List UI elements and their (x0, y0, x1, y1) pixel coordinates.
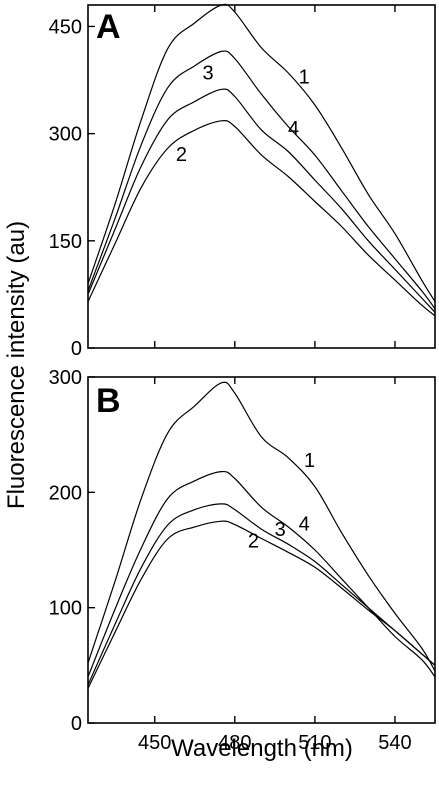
panel-a: A 0 150 300 450 1 3 4 2 (49, 3, 436, 360)
panel-b: B 0 100 200 300 450 480 510 540 1 432 (49, 367, 436, 754)
panel-a-label: A (96, 8, 121, 46)
panel-b-xtick-label: 510 (298, 732, 331, 754)
panel-b-curves (87, 381, 436, 689)
panel-b-label: B (96, 382, 121, 420)
panel-b-frame (87, 376, 436, 724)
panel-b-curve-label-4: 4 (299, 513, 310, 535)
panel-a-frame (87, 4, 436, 349)
panel-b-curve-label-3: 3 (275, 519, 286, 541)
panel-b-ytick-label: 100 (49, 598, 82, 620)
panel-a-curve-label-2: 2 (176, 144, 187, 166)
panel-b-xtick-label: 540 (378, 732, 411, 754)
panel-b-ytick-label: 0 (71, 713, 82, 735)
panel-b-xtick-label: 450 (138, 732, 171, 754)
panel-b-series-4-line (87, 470, 436, 678)
panel-a-ticks: 0 150 300 450 (49, 5, 396, 360)
panel-b-series-1-line (87, 381, 436, 672)
panel-b-curve-label-1: 1 (304, 450, 315, 472)
panel-a-ytick-label: 450 (49, 16, 82, 38)
panel-b-ytick-label: 300 (49, 367, 82, 389)
panel-a-series-2-line (87, 120, 436, 317)
panel-a-curves (87, 3, 436, 317)
y-axis-title: Fluorescence intensity (au) (3, 221, 30, 509)
panel-a-series-3-line (87, 50, 436, 310)
panel-a-ytick-label: 150 (49, 231, 82, 253)
panel-a-curve-label-1: 1 (299, 67, 310, 89)
x-axis-title: Wavelength (nm) (171, 735, 353, 762)
panel-a-series-1-line (87, 3, 436, 302)
panel-a-ytick-label: 300 (49, 124, 82, 146)
panel-b-curve-labels: 1 432 (248, 450, 315, 553)
panel-a-curve-label-4: 4 (288, 118, 299, 140)
panel-b-ytick-label: 200 (49, 482, 82, 504)
panel-a-ytick-label: 0 (71, 338, 82, 360)
panel-a-curve-labels: 1 3 4 2 (176, 62, 310, 165)
panel-b-series-2-line (87, 520, 436, 689)
panel-b-curve-label-2: 2 (248, 531, 259, 553)
panel-a-series-4-line (87, 88, 436, 313)
panel-b-series-3-line (87, 503, 436, 686)
panel-b-xtick-label: 480 (218, 732, 251, 754)
panel-b-ticks: 0 100 200 300 450 480 510 540 (49, 367, 412, 754)
panel-a-curve-label-3: 3 (203, 62, 214, 84)
